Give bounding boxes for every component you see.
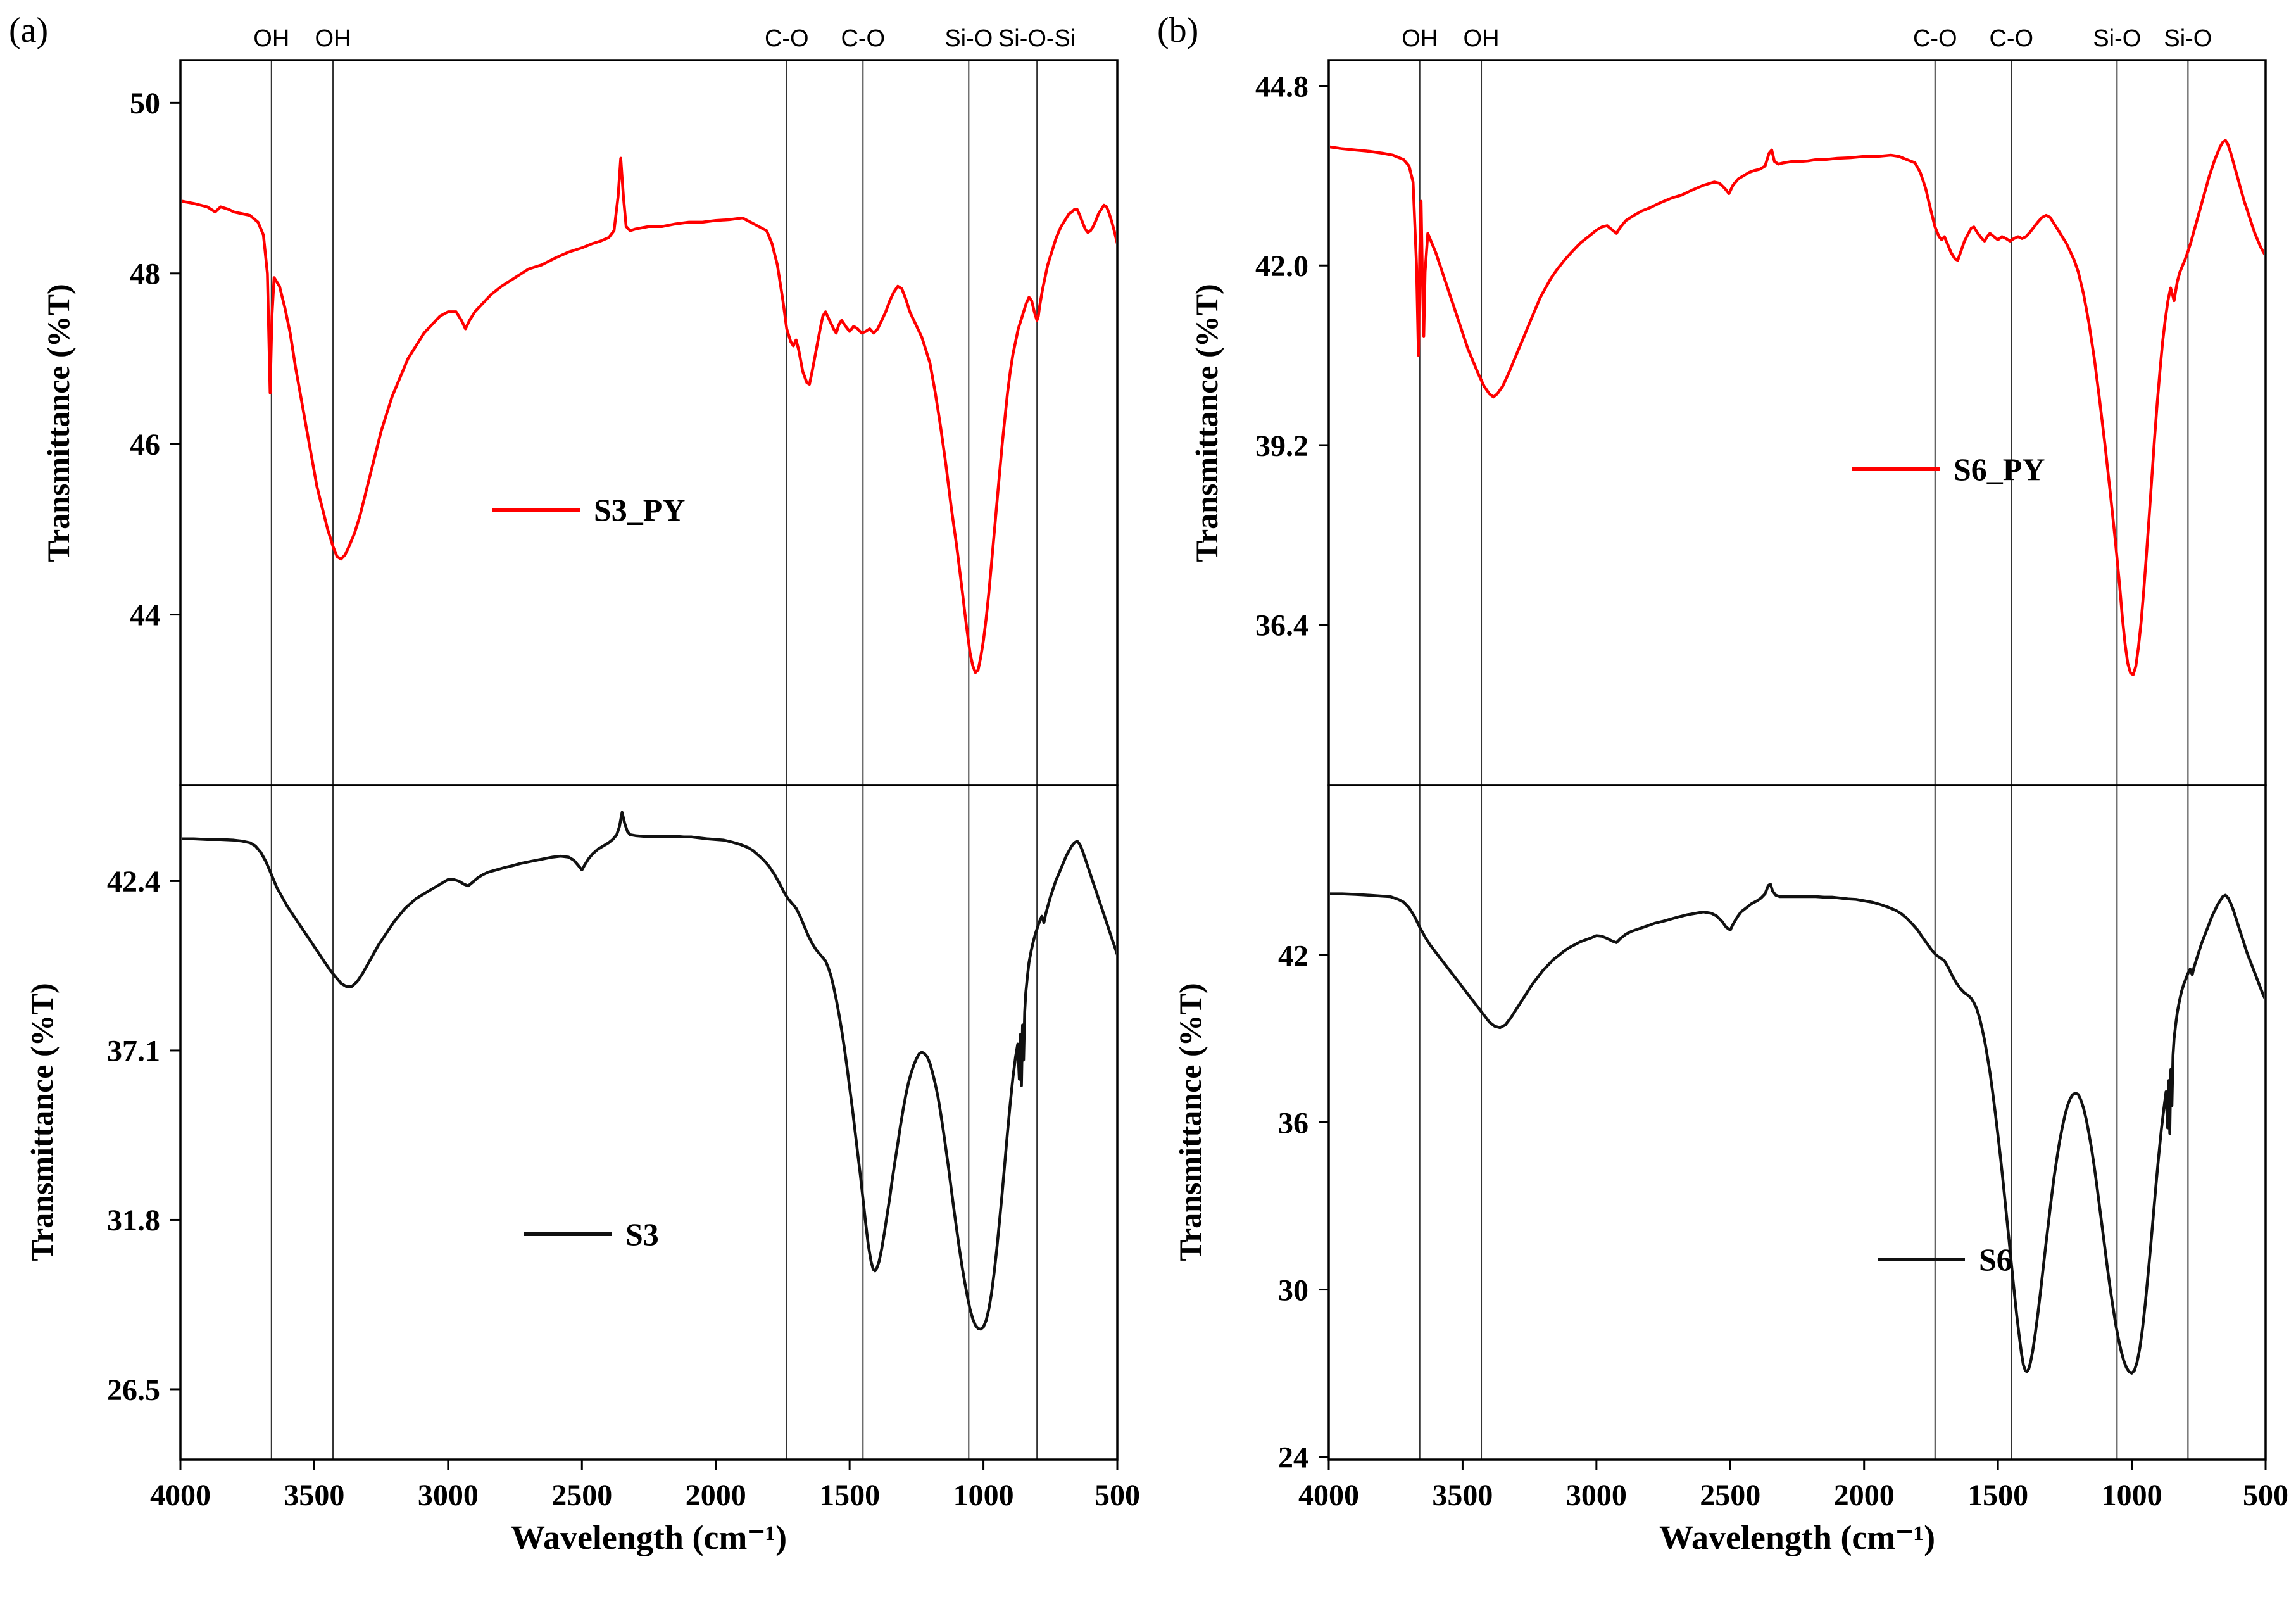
- annotation-label: Si-O: [2093, 25, 2141, 52]
- y-tick-label: 44: [130, 598, 160, 632]
- y-axis-title-a-top: Transmittance (%T): [41, 284, 76, 562]
- legend-s6: S6: [1878, 1241, 2012, 1278]
- x-tick-label: 500: [2243, 1479, 2288, 1512]
- x-tick-label: 1500: [1967, 1479, 2028, 1512]
- annotation-label: OH: [253, 25, 289, 52]
- y-axis-title-a-bottom: Transmittance (%T): [24, 983, 60, 1261]
- y-tick-label: 44.8: [1255, 70, 1308, 103]
- y-tick-label: 42.4: [107, 865, 160, 899]
- x-tick-label: 4000: [150, 1479, 211, 1512]
- spectrum-curve: [1330, 882, 2264, 1375]
- x-tick-label: 2000: [686, 1479, 746, 1512]
- y-tick-label: 36: [1278, 1106, 1308, 1140]
- legend-label: S3_PY: [594, 492, 686, 527]
- x-axis-title-b: Wavelength (cm⁻¹): [1659, 1518, 1936, 1556]
- x-tick-label: 3000: [418, 1479, 479, 1512]
- x-tick-label: 2500: [1700, 1479, 1760, 1512]
- y-tick-label: 42.0: [1255, 249, 1308, 283]
- y-tick-label: 30: [1278, 1273, 1308, 1307]
- annotation-label: C-O: [841, 25, 885, 52]
- y-tick-label: 42: [1278, 939, 1308, 973]
- legend-line-swatch: [1852, 467, 1940, 471]
- panel-label-b: (b): [1157, 11, 1199, 50]
- annotation-label: Si-O: [944, 25, 993, 52]
- x-tick-label: 3000: [1566, 1479, 1627, 1512]
- x-tick-label: 2000: [1834, 1479, 1895, 1512]
- annotation-label: OH: [1464, 25, 1500, 52]
- panel-label-a: (a): [9, 11, 49, 50]
- y-tick-label: 26.5: [107, 1373, 160, 1407]
- x-tick-label: 1000: [953, 1479, 1014, 1512]
- x-tick-label: 3500: [1432, 1479, 1493, 1512]
- y-tick-label: 31.8: [107, 1204, 160, 1237]
- x-tick-label: 2500: [551, 1479, 612, 1512]
- plot-border: [179, 59, 1119, 786]
- spectrum-curve: [1330, 139, 2264, 676]
- annotation-label: OH: [1402, 25, 1438, 52]
- x-tick-label: 3500: [284, 1479, 344, 1512]
- plot-border: [1327, 59, 2267, 786]
- annotation-label: C-O: [1989, 25, 2033, 52]
- panel-b: OH OH C-O C-O Si-O Si-O 36.4 39.2 42.0 44.8 24 30 36…: [1148, 0, 2296, 1609]
- spectrum-curve: [182, 811, 1116, 1331]
- y-tick-label: 50: [130, 87, 160, 120]
- legend-line-swatch: [524, 1232, 612, 1236]
- legend-label: S6: [1979, 1242, 2012, 1277]
- plot-border: [1327, 784, 2267, 1461]
- legend-label: S6_PY: [1954, 451, 2045, 487]
- plot-border: [179, 784, 1119, 1461]
- legend-label: S3: [625, 1216, 659, 1252]
- x-tick-label: 1500: [819, 1479, 880, 1512]
- y-tick-label: 48: [130, 258, 160, 291]
- y-tick-label: 36.4: [1255, 609, 1308, 642]
- legend-line-swatch: [1878, 1258, 1965, 1261]
- annotation-label: C-O: [1913, 25, 1957, 52]
- x-axis-title-a: Wavelength (cm⁻¹): [510, 1518, 787, 1556]
- x-tick-label: 4000: [1298, 1479, 1359, 1512]
- legend-s6py: S6_PY: [1852, 451, 2045, 488]
- annotation-label: Si-O-Si: [998, 25, 1076, 52]
- x-tick-label: 500: [1095, 1479, 1140, 1512]
- annotation-label: Si-O: [2164, 25, 2212, 52]
- legend-s3: S3: [524, 1216, 659, 1252]
- y-tick-label: 24: [1278, 1441, 1308, 1474]
- x-tick-label: 1000: [2102, 1479, 2162, 1512]
- y-axis-title-b-bottom: Transmittance (%T): [1172, 983, 1208, 1261]
- legend-s3py: S3_PY: [492, 491, 685, 528]
- annotation-label: C-O: [765, 25, 809, 52]
- spectrum-curve: [182, 156, 1116, 674]
- panel-a: OH OH C-O C-O Si-O Si-O-Si 44 46 48 50 26.5 31.8 37.…: [9, 11, 1140, 1556]
- y-tick-label: 39.2: [1255, 429, 1308, 463]
- y-tick-label: 46: [130, 428, 160, 462]
- y-axis-title-b-top: Transmittance (%T): [1189, 284, 1224, 562]
- plot-area-a: OH OH C-O C-O Si-O Si-O-Si 44 46 48 50 26.5 31.8 37.…: [107, 25, 1140, 1512]
- y-tick-label: 37.1: [107, 1035, 160, 1068]
- annotation-label: OH: [315, 25, 351, 52]
- legend-line-swatch: [492, 508, 580, 512]
- plot-area-b: OH OH C-O C-O Si-O Si-O 36.4 39.2 42.0 44.8 24 30 36…: [1255, 25, 2288, 1512]
